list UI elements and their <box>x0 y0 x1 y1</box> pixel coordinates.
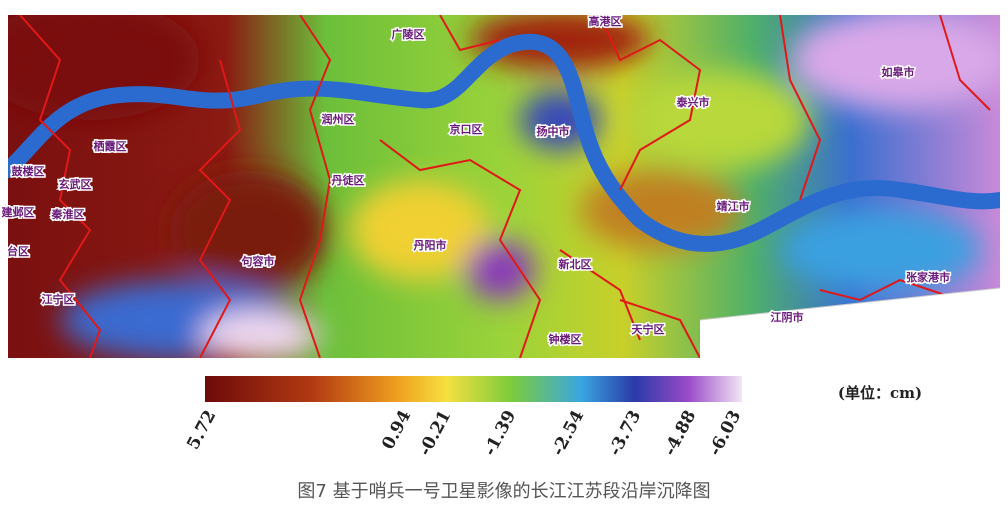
place-label: 张家港市 <box>906 270 950 284</box>
colorbar-tick-label: 0.94 <box>378 407 415 453</box>
place-label: 句容市 <box>242 254 275 268</box>
colorbar-tick-label: -4.88 <box>660 407 700 459</box>
place-label: 如皋市 <box>882 65 915 79</box>
colorbar-ticks: 5.72 0.94 -0.21 -1.39 -2.54 -3.73 -4.88 -6.03 <box>183 407 745 459</box>
caption: 图7 基于哨兵一号卫星影像的长江江苏段沿岸沉降图 <box>297 481 710 502</box>
place-label: 高港区 <box>589 14 622 28</box>
place-label: 广陵区 <box>392 27 425 41</box>
colorbar-tick-label: -3.73 <box>605 407 645 459</box>
colorbar-tick-label: -0.21 <box>415 407 455 459</box>
place-label: 润州区 <box>322 112 355 126</box>
place-label: 新北区 <box>559 257 592 271</box>
place-label: 玄武区 <box>59 177 92 191</box>
place-label: 鼓楼区 <box>12 164 45 178</box>
place-label: 靖江市 <box>717 199 750 213</box>
colorbar-tick-label: -6.03 <box>705 407 745 459</box>
place-label: 江阴市 <box>771 310 804 324</box>
place-label: 台区 <box>7 244 29 258</box>
place-label: 天宁区 <box>632 322 665 336</box>
place-label: 丹阳市 <box>414 238 447 252</box>
colorbar-tick-label: 5.72 <box>183 407 220 453</box>
place-label: 京口区 <box>450 122 483 136</box>
colorbar-tick-label: -2.54 <box>548 407 588 459</box>
place-label: 秦淮区 <box>51 207 85 221</box>
place-label: 扬中市 <box>537 124 570 138</box>
place-label: 江宁区 <box>42 292 75 306</box>
place-label: 丹徒区 <box>332 173 365 187</box>
place-label: 栖霞区 <box>94 139 127 153</box>
unit-label: (单位：cm) <box>838 384 922 402</box>
deformation-map <box>8 15 1000 358</box>
colorbar-tick-label: -1.39 <box>480 407 520 459</box>
place-label: 泰兴市 <box>676 95 710 109</box>
place-label: 钟楼区 <box>549 332 582 346</box>
colorbar <box>205 376 742 402</box>
place-label: 建邺区 <box>2 205 35 219</box>
